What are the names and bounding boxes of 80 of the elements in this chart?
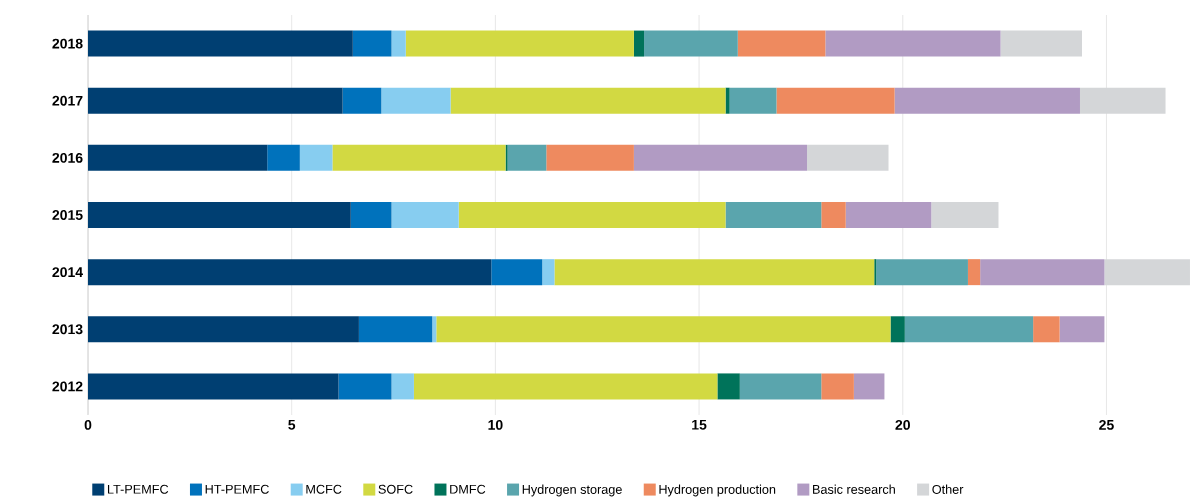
bar xyxy=(717,373,740,400)
y-tick-label: 2017 xyxy=(52,95,83,106)
bar xyxy=(890,316,905,343)
bar xyxy=(807,144,889,171)
bar xyxy=(505,144,508,171)
bar xyxy=(432,316,437,343)
bar xyxy=(633,144,808,171)
bar xyxy=(352,30,392,57)
bar xyxy=(821,201,846,228)
bar xyxy=(88,316,359,343)
bar xyxy=(391,373,414,400)
x-tick-label: 25 xyxy=(1099,419,1114,430)
bar xyxy=(980,259,1105,286)
bar xyxy=(507,144,547,171)
bar xyxy=(876,259,968,286)
legend-label: Hydrogen production xyxy=(659,484,776,497)
y-tick-label: 2018 xyxy=(52,38,83,49)
bar xyxy=(633,30,645,57)
bar xyxy=(725,87,730,114)
legend-label: SOFC xyxy=(378,484,413,494)
x-tick-label: 10 xyxy=(488,419,503,430)
bar xyxy=(458,201,726,228)
x-tick-label: 15 xyxy=(692,419,707,430)
legend-label: MCFC xyxy=(306,484,342,494)
bar xyxy=(776,87,895,114)
bar xyxy=(88,30,353,57)
x-tick-label: 20 xyxy=(895,419,910,430)
bar xyxy=(88,144,268,171)
bar xyxy=(904,316,1034,343)
bar xyxy=(1059,316,1105,343)
bar xyxy=(381,87,451,114)
y-tick-label: 2012 xyxy=(52,381,83,392)
bar xyxy=(931,201,999,228)
bar xyxy=(299,144,333,171)
bar xyxy=(405,30,634,57)
legend-label: Hydrogen storage xyxy=(522,484,622,497)
bar xyxy=(542,259,555,286)
bar xyxy=(338,373,392,400)
bar xyxy=(88,87,343,114)
bar xyxy=(350,201,392,228)
bar xyxy=(644,30,738,57)
bar xyxy=(845,201,932,228)
bar xyxy=(436,316,891,343)
bar xyxy=(853,373,885,400)
legend-label: LT-PEMFC xyxy=(107,484,169,494)
y-tick-label: 2015 xyxy=(52,209,83,220)
bar xyxy=(413,373,718,400)
bar xyxy=(391,201,459,228)
y-tick-label: 2016 xyxy=(52,152,83,163)
legend-label: Other xyxy=(932,484,964,494)
bar xyxy=(342,87,382,114)
legend-label: Basic research xyxy=(813,484,895,494)
bar xyxy=(894,87,1080,114)
bar xyxy=(332,144,506,171)
bar xyxy=(725,201,822,228)
bar xyxy=(391,30,406,57)
bar xyxy=(88,373,339,400)
bar xyxy=(546,144,634,171)
bar xyxy=(737,30,826,57)
bar xyxy=(88,259,492,286)
bar xyxy=(729,87,777,114)
legend-label: HT-PEMFC xyxy=(205,484,269,494)
x-tick-label: 0 xyxy=(84,419,92,430)
bar xyxy=(1033,316,1060,343)
bar xyxy=(491,259,543,286)
bar xyxy=(554,259,875,286)
bar xyxy=(450,87,726,114)
bar xyxy=(874,259,877,286)
y-tick-label: 2014 xyxy=(52,267,83,278)
bar xyxy=(967,259,981,286)
bar xyxy=(739,373,822,400)
legend-label: DMFC xyxy=(450,484,486,494)
bar xyxy=(1000,30,1083,57)
y-tick-label: 2013 xyxy=(52,324,83,335)
bar xyxy=(358,316,433,343)
bar xyxy=(267,144,300,171)
x-tick-label: 5 xyxy=(288,419,296,430)
bar xyxy=(88,201,351,228)
bar xyxy=(825,30,1001,57)
bar xyxy=(821,373,854,400)
